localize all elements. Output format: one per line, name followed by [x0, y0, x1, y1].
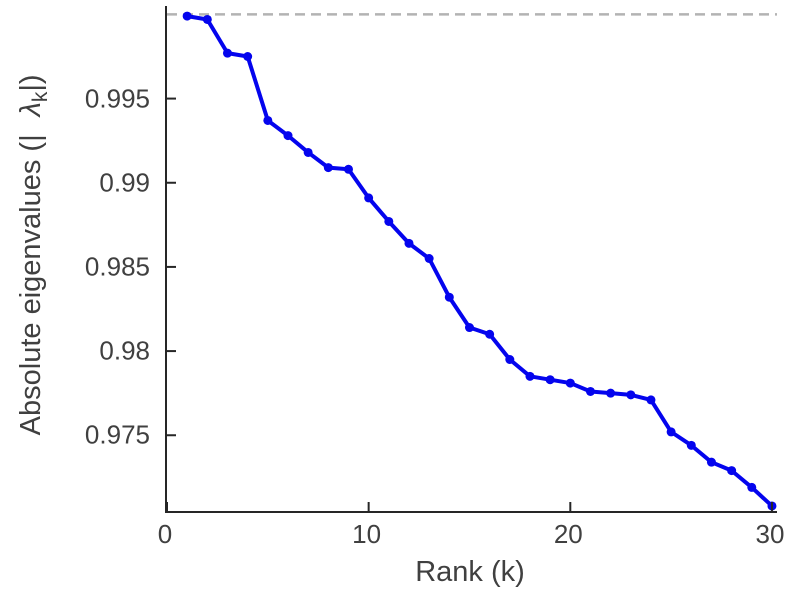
x-tick-label: 0 [157, 519, 173, 549]
data-point-marker [343, 164, 353, 174]
data-point-marker [606, 388, 616, 398]
x-tick-label: 20 [553, 519, 583, 549]
x-axis-label: Rank (k) [415, 556, 525, 588]
data-point-marker [545, 375, 555, 385]
data-point-marker [323, 163, 333, 173]
y-tick-label: 0.995 [84, 83, 150, 114]
data-point-marker [182, 11, 192, 21]
y-tick-label: 0.975 [84, 419, 150, 450]
data-point-marker [585, 386, 595, 396]
data-point-marker [505, 355, 515, 364]
data-point-marker [525, 371, 535, 381]
x-tick-label: 10 [352, 519, 382, 549]
data-point-marker [222, 48, 232, 58]
data-point-marker [565, 378, 575, 388]
data-point-marker [303, 147, 313, 157]
plot-area [165, 6, 777, 513]
data-point-marker [444, 292, 454, 302]
y-tick-label: 0.98 [99, 335, 150, 366]
data-point-marker [404, 238, 414, 248]
data-point-marker [243, 52, 253, 61]
data-point-marker [727, 466, 737, 476]
y-tick-label: 0.985 [84, 251, 150, 282]
data-point-marker [283, 131, 293, 141]
eigenvalue-line [185, 14, 774, 508]
y-tick-label: 0.99 [99, 167, 150, 198]
data-point-marker [706, 457, 716, 467]
data-point-marker [202, 14, 212, 24]
data-point-marker [464, 323, 474, 333]
data-point-marker [666, 427, 676, 437]
data-point-marker [646, 395, 656, 405]
data-point-marker [263, 115, 273, 125]
data-point-marker [364, 193, 374, 203]
data-point-marker [686, 440, 696, 450]
x-tick-label: 30 [755, 519, 785, 549]
data-point-marker [424, 254, 434, 263]
data-point-marker [626, 390, 636, 400]
data-point-marker [485, 329, 495, 339]
data-point-marker [747, 482, 757, 492]
chart-canvas [166, 11, 777, 511]
data-point-marker [384, 216, 394, 226]
